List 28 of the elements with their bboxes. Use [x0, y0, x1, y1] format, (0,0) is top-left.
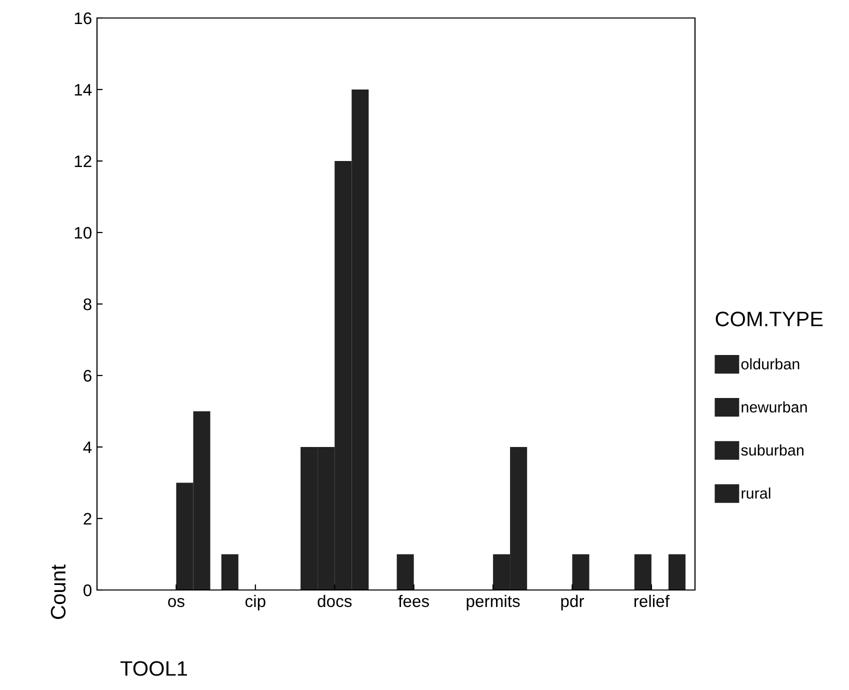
x-tick-label: permits [466, 594, 520, 610]
y-tick-label: 2 [84, 512, 92, 525]
x-axis-title: TOOL1 [120, 661, 187, 676]
x-tick-label: relief [634, 594, 670, 608]
y-tick-label: 10 [74, 226, 92, 239]
bar [634, 554, 652, 590]
y-axis-title: Count [50, 564, 66, 619]
bar [221, 554, 238, 590]
x-tick-label: os [168, 598, 184, 608]
legend-label: oldurban [741, 358, 800, 370]
bar [396, 554, 414, 590]
x-tick-label: pdr [561, 594, 584, 610]
y-tick-label: 4 [83, 442, 92, 454]
bar [572, 554, 590, 590]
y-tick-label: 8 [84, 298, 92, 310]
y-tick-label: 0 [84, 584, 92, 596]
x-tick-label: docs [318, 594, 352, 608]
legend-label: suburban [741, 444, 804, 456]
x-tick-label: cip [245, 594, 266, 610]
y-tick-label: 16 [74, 12, 92, 24]
legend-title: COM.TYPE [716, 312, 823, 326]
x-tick-label: fees [398, 594, 429, 608]
legend-label: rural [742, 487, 770, 499]
y-tick-label: 14 [74, 84, 92, 96]
bar [668, 554, 686, 590]
y-tick-label: 12 [74, 155, 92, 168]
y-tick-label: 6 [84, 370, 92, 382]
legend-label: newurban [742, 401, 807, 413]
